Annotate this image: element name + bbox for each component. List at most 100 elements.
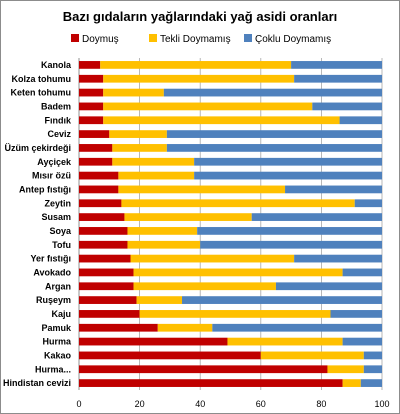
category-label: Zeytin: [44, 198, 71, 208]
bar-segment: [109, 130, 167, 138]
bar-segment: [127, 240, 201, 249]
legend-label: Çoklu Doymamış: [255, 34, 331, 45]
bar-segment: [121, 199, 355, 208]
bar-segment: [124, 213, 252, 221]
category-label: Soya: [49, 226, 72, 236]
bar-segment: [79, 323, 158, 332]
bar-segment: [251, 213, 382, 221]
bar-segment: [130, 254, 295, 263]
bar-segment: [194, 171, 382, 180]
category-label: Ceviz: [47, 129, 71, 139]
bar-segment: [112, 144, 167, 152]
legend-swatch: [244, 34, 252, 42]
legend-swatch: [149, 34, 157, 42]
category-label: Kanola: [41, 60, 72, 70]
category-label: Avokado: [33, 267, 71, 277]
category-label: Mısır özü: [32, 171, 71, 181]
category-label: Keten tohumu: [11, 88, 72, 98]
category-label: Hurma...: [35, 364, 71, 374]
category-label: Fındık: [45, 115, 72, 125]
bar-segment: [118, 171, 195, 180]
bar-segment: [275, 282, 382, 291]
bar-segment: [118, 185, 286, 194]
bar-segment: [197, 227, 382, 235]
bar-segment: [163, 88, 382, 97]
x-tick-label: 0: [76, 399, 81, 409]
legend-label: Tekli Doymamış: [160, 34, 231, 45]
bar-segment: [79, 296, 137, 304]
bar-segment: [330, 310, 382, 318]
category-label: Kolza tohumu: [12, 74, 72, 84]
category-label: Kaju: [51, 309, 71, 319]
category-label: Susam: [41, 212, 71, 222]
bar-segment: [342, 268, 382, 277]
category-label: Kakao: [44, 350, 72, 360]
bar-segment: [79, 74, 104, 83]
bar-segment: [166, 144, 382, 152]
bar-segment: [100, 61, 292, 69]
bar-segment: [79, 171, 119, 180]
bar-segment: [79, 61, 101, 69]
x-tick-label: 40: [195, 399, 205, 409]
x-tick-label: 100: [374, 399, 389, 409]
bar-segment: [291, 61, 382, 69]
bar-segment: [285, 185, 382, 194]
category-label: Badem: [41, 101, 71, 111]
bars: [79, 61, 382, 387]
bar-segment: [79, 282, 134, 291]
x-tick-label: 60: [256, 399, 266, 409]
bar-segment: [79, 365, 328, 374]
bar-segment: [312, 102, 382, 111]
bar-segment: [166, 130, 382, 138]
bar-segment: [136, 296, 183, 304]
chart-title: Bazı gıdaların yağlarındaki yağ asidi or…: [63, 9, 338, 24]
bar-segment: [194, 157, 382, 166]
category-labels: Kanola Kolza tohumu Keten tohumu Badem Fındı…: [3, 60, 72, 388]
category-label: Ruşeym: [36, 295, 71, 305]
legend: Doymuş Tekli Doymamış Çoklu Doymamış: [71, 34, 331, 45]
bar-segment: [127, 227, 198, 235]
bar-segment: [363, 351, 382, 360]
category-label: Üzüm çekirdeği: [4, 143, 71, 153]
bar-segment: [133, 268, 343, 277]
bar-segment: [342, 379, 361, 387]
bar-segment: [79, 116, 104, 125]
bar-segment: [79, 240, 128, 249]
bar-segment: [182, 296, 382, 304]
bar-segment: [79, 310, 140, 318]
bar-segment: [79, 144, 113, 152]
bar-segment: [294, 254, 382, 263]
bar-segment: [79, 379, 343, 387]
category-label: Antep fıstığı: [19, 184, 71, 194]
category-label: Hindistan cevizi: [3, 378, 71, 388]
x-axis-ticks: 0 20 40 60 80 100: [76, 399, 389, 409]
gridlines: [78, 58, 383, 390]
bar-segment: [342, 337, 382, 346]
bar-segment: [79, 88, 104, 97]
bar-segment: [79, 227, 128, 235]
x-tick-label: 80: [316, 399, 326, 409]
bar-segment: [79, 199, 122, 208]
x-tick-label: 20: [135, 399, 145, 409]
bar-segment: [103, 74, 295, 83]
bar-segment: [200, 240, 382, 249]
bar-segment: [79, 337, 228, 346]
category-label: Pamuk: [41, 323, 72, 333]
bar-segment: [79, 351, 261, 360]
bar-segment: [79, 268, 134, 277]
bar-segment: [79, 102, 104, 111]
bar-segment: [227, 337, 343, 346]
bar-segment: [363, 365, 382, 374]
bar-segment: [260, 351, 364, 360]
bar-segment: [327, 365, 364, 374]
bar-segment: [157, 323, 213, 332]
bar-segment: [79, 185, 119, 194]
bar-segment: [354, 199, 382, 208]
bar-segment: [79, 254, 131, 263]
bar-segment: [112, 157, 195, 166]
bar-segment: [133, 282, 276, 291]
bar-segment: [360, 379, 382, 387]
bar-segment: [139, 310, 331, 318]
